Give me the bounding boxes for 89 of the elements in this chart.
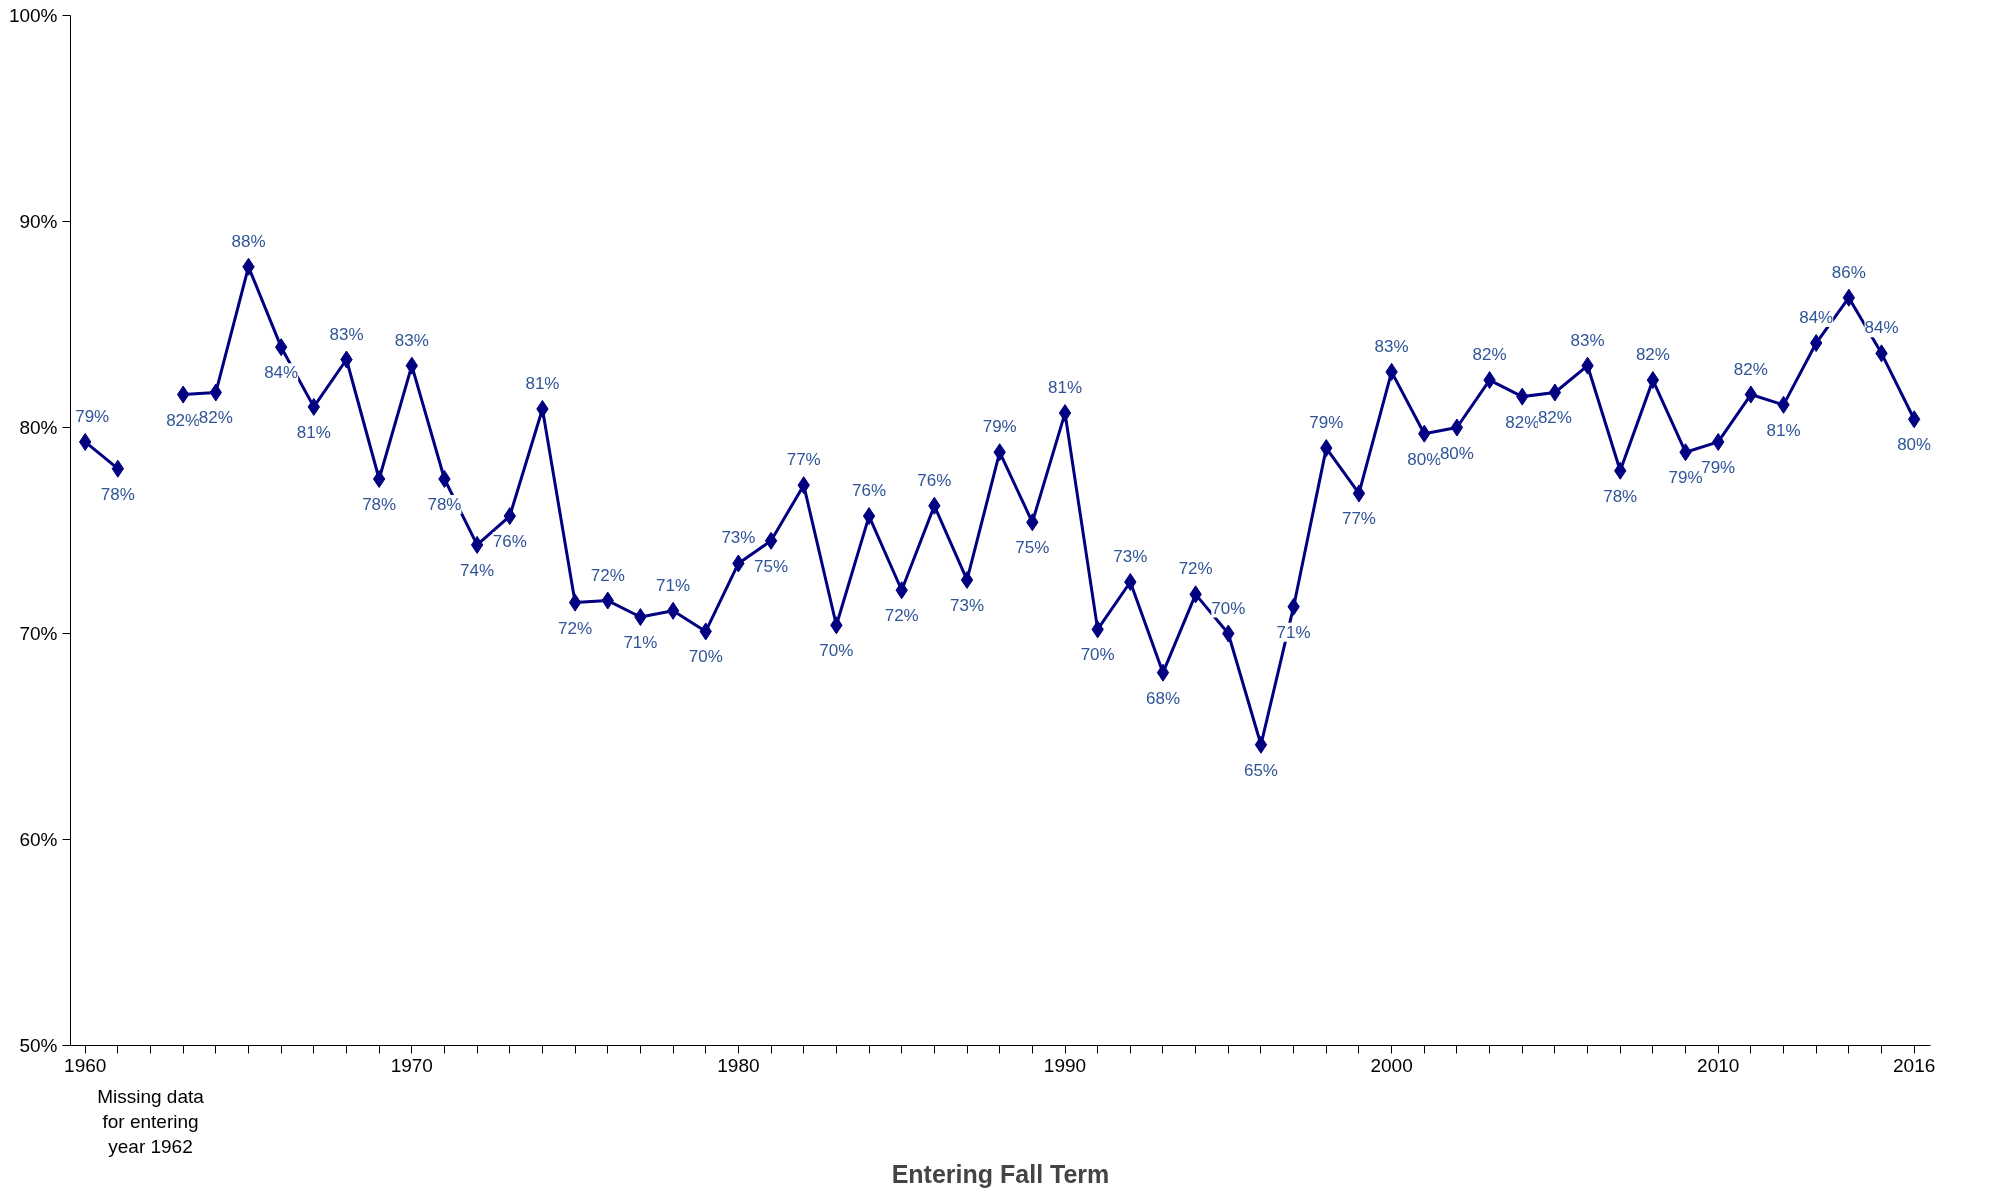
data-label: 73%	[1113, 547, 1148, 566]
x-tick-label: 2016	[1893, 1054, 1936, 1076]
data-label: 75%	[1015, 538, 1050, 558]
data-label: 72%	[1178, 559, 1213, 579]
y-tick-label: 90%	[19, 211, 58, 232]
data-label: 73%	[950, 595, 985, 615]
point	[1646, 371, 1660, 390]
point	[1842, 288, 1856, 307]
point	[470, 535, 484, 554]
x-tick-label: 2010	[1697, 1054, 1740, 1076]
data-label: 84%	[1799, 308, 1834, 328]
point	[1124, 573, 1137, 591]
point	[666, 601, 680, 620]
data-label: 81%	[525, 373, 560, 393]
data-label: 76%	[852, 481, 887, 501]
data-label: 79%	[75, 406, 110, 426]
point	[1450, 418, 1464, 437]
data-label: 73%	[721, 528, 756, 548]
data-label: 71%	[623, 633, 658, 653]
point	[1352, 484, 1366, 503]
data-label: 81%	[1766, 420, 1801, 440]
point	[764, 531, 778, 550]
data-label: 78%	[362, 495, 397, 514]
data-label: 82%	[1537, 408, 1572, 428]
data-label: 77%	[1341, 509, 1376, 529]
data-label: 70%	[1080, 645, 1115, 665]
data-label: 74%	[460, 560, 495, 580]
data-label: 76%	[917, 470, 952, 490]
point	[372, 470, 386, 488]
data-label: 72%	[884, 606, 919, 626]
point	[438, 470, 451, 488]
data-label: 83%	[329, 324, 364, 344]
data-label: 82%	[1635, 345, 1670, 365]
point	[1548, 383, 1562, 402]
data-label: 82%	[1472, 345, 1507, 365]
data-label: 80%	[1407, 449, 1442, 469]
data-label: 81%	[1047, 378, 1083, 398]
data-label: 84%	[1864, 318, 1899, 338]
point	[862, 507, 876, 526]
y-tick-label: 80%	[19, 417, 58, 438]
data-label: 83%	[1374, 336, 1409, 356]
data-label: 86%	[1831, 262, 1866, 282]
text: Missing data for entering year 1962	[97, 1085, 205, 1157]
data-label: 78%	[427, 495, 462, 514]
data-label: 79%	[1701, 457, 1736, 477]
data-label: 83%	[1570, 330, 1605, 350]
data-label: 78%	[100, 484, 135, 504]
y-tick-label: 60%	[19, 829, 58, 850]
x-axis-title: Entering Fall Term	[891, 1159, 1110, 1188]
data-label: 88%	[231, 231, 266, 251]
data-label: 70%	[1211, 598, 1246, 618]
point	[111, 459, 125, 478]
data-label: 75%	[754, 556, 789, 576]
data-label: 71%	[1276, 622, 1311, 642]
point	[1058, 404, 1072, 423]
x-tick-label: 1960	[64, 1054, 107, 1076]
point	[960, 570, 974, 589]
data-label: 72%	[558, 618, 593, 638]
y-tick-label: 70%	[19, 623, 58, 644]
point	[1744, 385, 1758, 404]
data-label: 82%	[1505, 412, 1540, 432]
data-label: 70%	[819, 641, 854, 661]
data-label: 83%	[394, 330, 429, 350]
data-label: 79%	[982, 417, 1017, 437]
data-label: 81%	[296, 422, 331, 442]
data-label: 77%	[786, 450, 821, 470]
point	[1156, 663, 1170, 682]
x-tick-label: 2000	[1370, 1054, 1413, 1076]
data-label: 84%	[264, 363, 299, 383]
data-label: 82%	[198, 408, 233, 428]
data-label: 72%	[590, 565, 625, 585]
y-tick-label: 50%	[19, 1035, 58, 1056]
x-tick-label: 1980	[717, 1054, 760, 1076]
point	[1254, 735, 1268, 754]
y-tick-label: 100%	[8, 5, 58, 26]
data-label: 79%	[1668, 468, 1703, 488]
data-label: 80%	[1897, 435, 1932, 455]
x-tick-label: 1970	[390, 1054, 433, 1076]
x-tick-label: 1990	[1043, 1054, 1087, 1076]
data-label: 82%	[1733, 359, 1768, 379]
data-label: 78%	[1603, 486, 1638, 506]
data-label: 68%	[1145, 688, 1180, 708]
point	[568, 593, 582, 612]
data-label: 65%	[1243, 760, 1278, 780]
point	[274, 338, 288, 357]
data-label: 71%	[656, 575, 691, 595]
data-label: 79%	[1309, 413, 1344, 433]
data-label: 76%	[492, 532, 527, 552]
data-label: 70%	[688, 647, 723, 667]
